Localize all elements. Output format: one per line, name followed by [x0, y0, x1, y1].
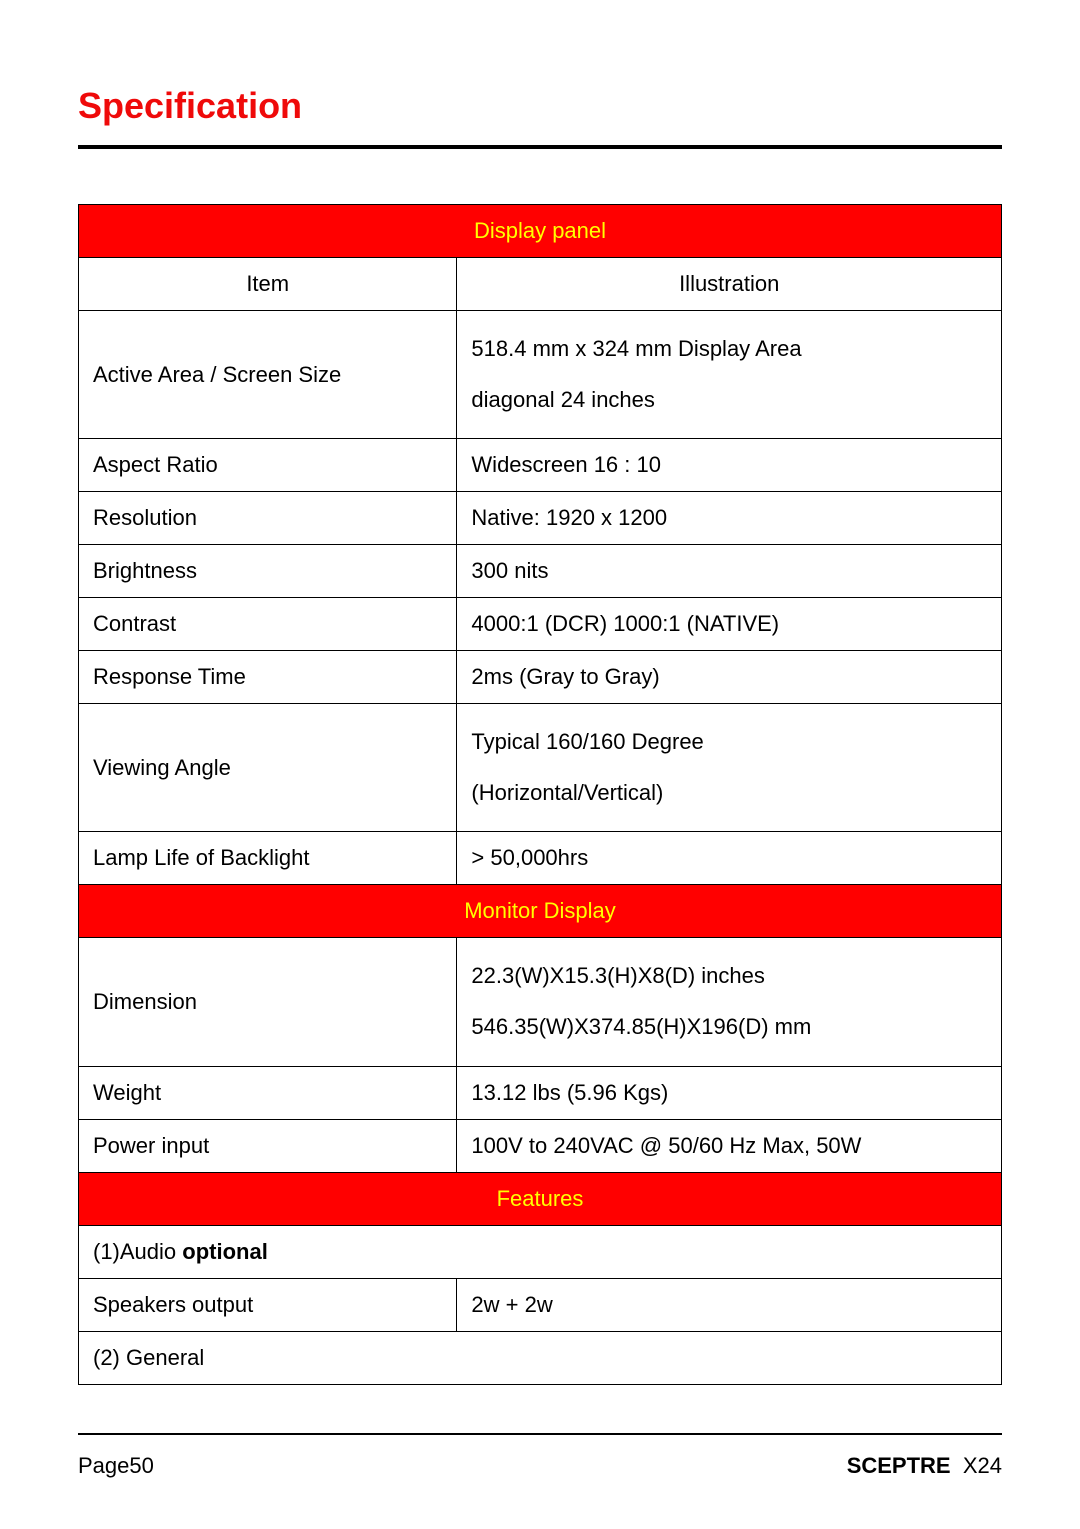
- spec-value: 2ms (Gray to Gray): [457, 651, 1002, 704]
- title-rule: [78, 145, 1002, 149]
- spec-item: Resolution: [79, 492, 457, 545]
- spec-value: Typical 160/160 Degree(Horizontal/Vertic…: [457, 704, 1002, 832]
- page-footer: Page50 SCEPTRE X24: [78, 1433, 1002, 1479]
- feature-bold: optional: [182, 1239, 268, 1264]
- spec-item: Brightness: [79, 545, 457, 598]
- feature-row: (2) General: [79, 1331, 1002, 1384]
- spec-item: Response Time: [79, 651, 457, 704]
- feature-row: (1)Audio optional: [79, 1225, 1002, 1278]
- column-header-item: Item: [79, 258, 457, 311]
- footer-brand-model: SCEPTRE X24: [847, 1453, 1002, 1479]
- spec-value: 518.4 mm x 324 mm Display Areadiagonal 2…: [457, 311, 1002, 439]
- spec-value: 22.3(W)X15.3(H)X8(D) inches546.35(W)X374…: [457, 938, 1002, 1066]
- spec-value: Widescreen 16 : 10: [457, 439, 1002, 492]
- spec-item: Weight: [79, 1066, 457, 1119]
- spec-value: 300 nits: [457, 545, 1002, 598]
- brand-name: SCEPTRE: [847, 1453, 951, 1478]
- section-header-features: Features: [79, 1172, 1002, 1225]
- spec-item: Aspect Ratio: [79, 439, 457, 492]
- spec-item: Lamp Life of Backlight: [79, 832, 457, 885]
- page-number: Page50: [78, 1453, 154, 1479]
- model-name: X24: [963, 1453, 1002, 1478]
- spec-item: Speakers output: [79, 1278, 457, 1331]
- column-header-illustration: Illustration: [457, 258, 1002, 311]
- spec-value: 4000:1 (DCR) 1000:1 (NATIVE): [457, 598, 1002, 651]
- spec-value: 13.12 lbs (5.96 Kgs): [457, 1066, 1002, 1119]
- spec-item: Dimension: [79, 938, 457, 1066]
- spec-item: Viewing Angle: [79, 704, 457, 832]
- spec-item: Power input: [79, 1119, 457, 1172]
- footer-rule: [78, 1433, 1002, 1435]
- feature-text: (1)Audio: [93, 1239, 182, 1264]
- spec-value: 100V to 240VAC @ 50/60 Hz Max, 50W: [457, 1119, 1002, 1172]
- page-title: Specification: [78, 85, 1002, 127]
- section-header-monitor-display: Monitor Display: [79, 885, 1002, 938]
- spec-value: 2w + 2w: [457, 1278, 1002, 1331]
- spec-table: Display panel Item Illustration Active A…: [78, 204, 1002, 1385]
- section-header-display-panel: Display panel: [79, 205, 1002, 258]
- spec-item: Active Area / Screen Size: [79, 311, 457, 439]
- spec-value: > 50,000hrs: [457, 832, 1002, 885]
- spec-value: Native: 1920 x 1200: [457, 492, 1002, 545]
- spec-item: Contrast: [79, 598, 457, 651]
